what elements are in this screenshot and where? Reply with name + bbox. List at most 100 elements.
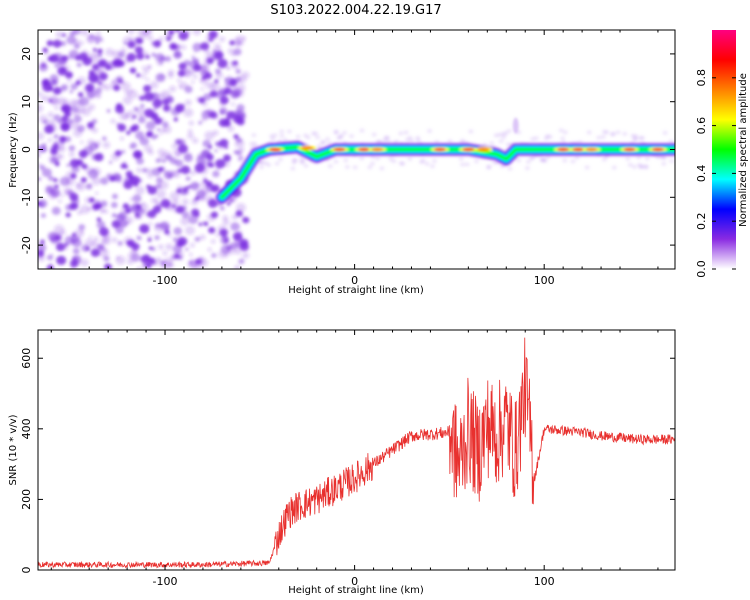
noise-point bbox=[87, 207, 91, 211]
noise-point bbox=[180, 44, 187, 50]
noise-point bbox=[145, 212, 150, 217]
noise-point bbox=[193, 198, 197, 202]
y-tick-label: 10 bbox=[20, 95, 33, 109]
noise-point bbox=[57, 119, 62, 124]
halo-point bbox=[371, 132, 377, 137]
noise-point bbox=[134, 36, 143, 44]
noise-point bbox=[67, 54, 74, 60]
noise-point bbox=[115, 103, 123, 110]
noise-point bbox=[172, 170, 181, 178]
noise-point bbox=[131, 202, 140, 211]
noise-point bbox=[38, 63, 49, 72]
noise-point bbox=[185, 247, 189, 251]
noise-point bbox=[224, 229, 230, 234]
noise-point bbox=[73, 115, 82, 123]
halo-point bbox=[662, 130, 668, 135]
noise-point bbox=[188, 120, 195, 126]
noise-point bbox=[122, 161, 128, 167]
noise-point bbox=[52, 39, 62, 48]
noise-point bbox=[38, 91, 43, 97]
noise-point bbox=[118, 180, 123, 184]
noise-point bbox=[224, 77, 229, 82]
noise-point bbox=[166, 95, 174, 103]
noise-point bbox=[141, 226, 150, 234]
noise-point bbox=[215, 71, 224, 79]
halo-point bbox=[379, 166, 385, 171]
ridge-hotspot bbox=[462, 147, 475, 152]
noise-point bbox=[215, 158, 226, 169]
halo-point bbox=[333, 129, 339, 134]
noise-point bbox=[156, 60, 162, 66]
noise-point bbox=[153, 107, 158, 111]
noise-point bbox=[180, 217, 190, 226]
noise-point bbox=[124, 57, 132, 64]
noise-point bbox=[119, 136, 125, 141]
noise-point bbox=[212, 129, 219, 136]
noise-point bbox=[164, 225, 170, 230]
noise-point bbox=[90, 74, 100, 84]
noise-point bbox=[77, 125, 85, 133]
halo-point bbox=[336, 135, 342, 140]
noise-point bbox=[161, 121, 169, 128]
noise-point bbox=[177, 184, 182, 189]
noise-point bbox=[162, 250, 168, 256]
halo-point bbox=[661, 161, 667, 166]
noise-point bbox=[215, 166, 221, 171]
colorbar-label: Normalized spectral amplitude bbox=[738, 73, 749, 227]
halo-point bbox=[584, 165, 590, 170]
noise-point bbox=[40, 213, 46, 218]
noise-point bbox=[189, 69, 196, 75]
noise-point bbox=[154, 117, 163, 125]
halo-point bbox=[398, 131, 404, 136]
noise-point bbox=[79, 204, 91, 214]
noise-point bbox=[55, 162, 60, 167]
halo-point bbox=[409, 139, 415, 144]
noise-point bbox=[126, 130, 131, 135]
noise-point bbox=[48, 86, 54, 92]
snr-ticks: -100 0 100 0 200 400 600 bbox=[20, 330, 675, 588]
y-tick-label: -20 bbox=[20, 236, 33, 254]
noise-point bbox=[81, 244, 90, 252]
figure-title: S103.2022.004.22.19.G17 bbox=[270, 3, 441, 18]
halo-point bbox=[638, 136, 644, 141]
ridge-hotspot bbox=[572, 147, 585, 152]
noise-point bbox=[210, 239, 216, 244]
noise-point bbox=[53, 224, 65, 234]
noise-point bbox=[45, 78, 49, 82]
noise-point bbox=[61, 55, 69, 62]
noise-point bbox=[140, 73, 146, 79]
noise-point bbox=[149, 81, 159, 89]
noise-point bbox=[99, 153, 103, 157]
noise-point bbox=[175, 30, 180, 33]
noise-point bbox=[163, 105, 171, 112]
halo-point bbox=[668, 139, 674, 144]
noise-point bbox=[111, 237, 118, 243]
noise-point bbox=[54, 63, 60, 69]
halo-point bbox=[524, 166, 530, 171]
colorbar: 0.0 0.2 0.4 0.6 0.8 Normalized spectral ampl… bbox=[695, 30, 749, 278]
noise-point bbox=[147, 35, 154, 41]
halo-point bbox=[295, 134, 301, 139]
noise-point bbox=[46, 254, 54, 261]
noise-point bbox=[64, 110, 72, 118]
noise-point bbox=[152, 205, 162, 214]
noise-point bbox=[173, 227, 183, 235]
noise-point bbox=[187, 128, 193, 134]
halo-point bbox=[503, 131, 509, 136]
noise-point bbox=[86, 33, 97, 43]
noise-point bbox=[167, 72, 175, 79]
y-tick-label: 200 bbox=[20, 489, 33, 510]
halo-point bbox=[272, 133, 278, 138]
noise-point bbox=[175, 151, 182, 157]
y-tick-label: 400 bbox=[20, 418, 33, 439]
colorbar-gradient bbox=[712, 30, 736, 269]
noise-point bbox=[63, 186, 72, 195]
noise-point bbox=[49, 96, 60, 106]
noise-point bbox=[235, 203, 247, 213]
ridge-hotspot bbox=[557, 147, 570, 152]
noise-point bbox=[164, 229, 170, 235]
colorbar-ticks: 0.0 0.2 0.4 0.6 0.8 bbox=[695, 69, 736, 278]
noise-point bbox=[53, 134, 59, 139]
noise-point bbox=[157, 166, 164, 172]
noise-point bbox=[38, 249, 44, 259]
